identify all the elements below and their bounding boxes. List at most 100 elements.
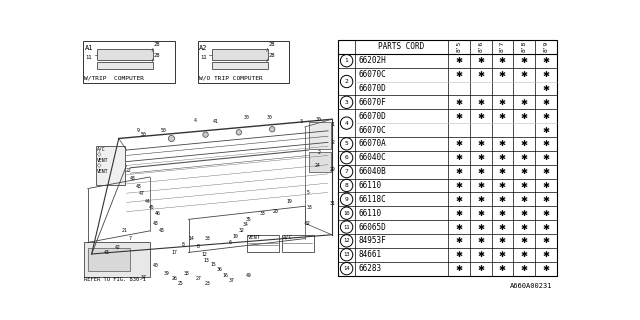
Text: A2: A2 xyxy=(199,45,208,51)
Text: 11: 11 xyxy=(200,55,207,60)
Text: ✱: ✱ xyxy=(456,195,463,204)
Text: 66040C: 66040C xyxy=(358,153,386,162)
Text: 66283: 66283 xyxy=(358,264,381,273)
Text: 50: 50 xyxy=(161,128,166,133)
Text: 46: 46 xyxy=(155,212,161,216)
Text: ✱: ✱ xyxy=(520,222,527,232)
Text: ✱: ✱ xyxy=(499,56,506,65)
Text: ✱: ✱ xyxy=(520,153,527,162)
Text: 8'6: 8'6 xyxy=(478,41,483,52)
Text: 13: 13 xyxy=(204,258,209,263)
Circle shape xyxy=(340,96,353,108)
Text: VENT: VENT xyxy=(97,169,109,174)
Text: 1: 1 xyxy=(332,122,334,127)
Text: A1: A1 xyxy=(84,45,93,51)
Text: ✱: ✱ xyxy=(499,250,506,259)
Text: 37: 37 xyxy=(228,278,234,283)
Text: 6: 6 xyxy=(345,155,348,160)
Text: 28: 28 xyxy=(154,42,160,47)
Text: 66110: 66110 xyxy=(358,181,381,190)
Text: 14: 14 xyxy=(343,266,350,271)
Circle shape xyxy=(236,130,241,135)
Bar xyxy=(95,146,125,185)
Text: ✱: ✱ xyxy=(542,70,549,79)
Text: REFER TO FIG. 830-1: REFER TO FIG. 830-1 xyxy=(84,277,146,282)
Text: 4: 4 xyxy=(193,118,196,123)
Text: 8'5: 8'5 xyxy=(456,41,461,52)
Text: 30: 30 xyxy=(244,115,250,120)
Text: 32: 32 xyxy=(304,221,310,226)
Text: 6: 6 xyxy=(228,240,231,245)
Text: 5: 5 xyxy=(345,141,348,146)
Circle shape xyxy=(340,193,353,205)
Circle shape xyxy=(340,55,353,67)
Circle shape xyxy=(340,207,353,219)
Text: 2: 2 xyxy=(332,140,334,145)
Text: ✱: ✱ xyxy=(542,209,549,218)
Text: ✱: ✱ xyxy=(542,84,549,93)
Text: ✱: ✱ xyxy=(477,56,484,65)
Text: 34: 34 xyxy=(242,222,248,227)
Text: ✱: ✱ xyxy=(477,222,484,232)
Text: ✱: ✱ xyxy=(520,56,527,65)
Text: ✱: ✱ xyxy=(477,250,484,259)
Text: ✱: ✱ xyxy=(456,98,463,107)
Text: ✱: ✱ xyxy=(542,140,549,148)
Text: ✱: ✱ xyxy=(520,264,527,273)
Text: 66070D: 66070D xyxy=(358,112,386,121)
Circle shape xyxy=(340,152,353,164)
Text: 20: 20 xyxy=(273,209,278,214)
Text: PARTS CORD: PARTS CORD xyxy=(378,42,425,52)
Text: 47: 47 xyxy=(139,191,145,196)
Text: 27: 27 xyxy=(196,276,202,281)
Text: 9: 9 xyxy=(345,197,348,202)
Circle shape xyxy=(269,127,275,132)
Text: 24: 24 xyxy=(314,163,320,168)
Text: 36: 36 xyxy=(216,267,222,272)
Text: ✱: ✱ xyxy=(477,181,484,190)
Text: ✱: ✱ xyxy=(542,250,549,259)
Text: 39: 39 xyxy=(164,271,170,276)
Text: 48: 48 xyxy=(159,228,164,233)
Text: ✱: ✱ xyxy=(520,167,527,176)
Text: 48: 48 xyxy=(135,184,141,189)
Text: 25: 25 xyxy=(178,281,184,286)
Text: 7: 7 xyxy=(129,236,132,241)
Text: 32: 32 xyxy=(238,228,244,233)
Text: ◇: ◇ xyxy=(97,152,101,157)
Bar xyxy=(309,152,331,172)
Text: ✱: ✱ xyxy=(499,264,506,273)
Text: ✱: ✱ xyxy=(456,112,463,121)
Text: ✱: ✱ xyxy=(520,140,527,148)
Text: ✱: ✱ xyxy=(499,181,506,190)
Text: ✱: ✱ xyxy=(499,140,506,148)
Bar xyxy=(309,122,331,148)
Text: ✱: ✱ xyxy=(542,153,549,162)
Text: 13: 13 xyxy=(343,252,350,257)
Text: 66040B: 66040B xyxy=(358,167,386,176)
Circle shape xyxy=(340,221,353,233)
Circle shape xyxy=(340,235,353,247)
Circle shape xyxy=(168,135,175,141)
Text: 2: 2 xyxy=(317,150,320,155)
Text: 44: 44 xyxy=(145,199,150,204)
Circle shape xyxy=(340,262,353,275)
Text: ✱: ✱ xyxy=(520,195,527,204)
Text: ✱: ✱ xyxy=(477,140,484,148)
Text: 49: 49 xyxy=(246,273,252,278)
Text: 15: 15 xyxy=(211,261,216,267)
Text: 8'7: 8'7 xyxy=(500,41,505,52)
Text: A/C: A/C xyxy=(283,235,293,240)
Text: 26: 26 xyxy=(172,276,177,281)
Text: ✱: ✱ xyxy=(499,112,506,121)
Bar xyxy=(246,235,279,252)
Text: ✱: ✱ xyxy=(477,70,484,79)
Text: 30: 30 xyxy=(267,115,273,120)
Text: ✱: ✱ xyxy=(456,56,463,65)
Text: ✱: ✱ xyxy=(499,70,506,79)
Circle shape xyxy=(340,249,353,261)
Text: 35: 35 xyxy=(246,217,252,222)
Text: 1: 1 xyxy=(345,58,348,63)
Text: 14: 14 xyxy=(188,236,194,241)
Text: ✱: ✱ xyxy=(520,181,527,190)
